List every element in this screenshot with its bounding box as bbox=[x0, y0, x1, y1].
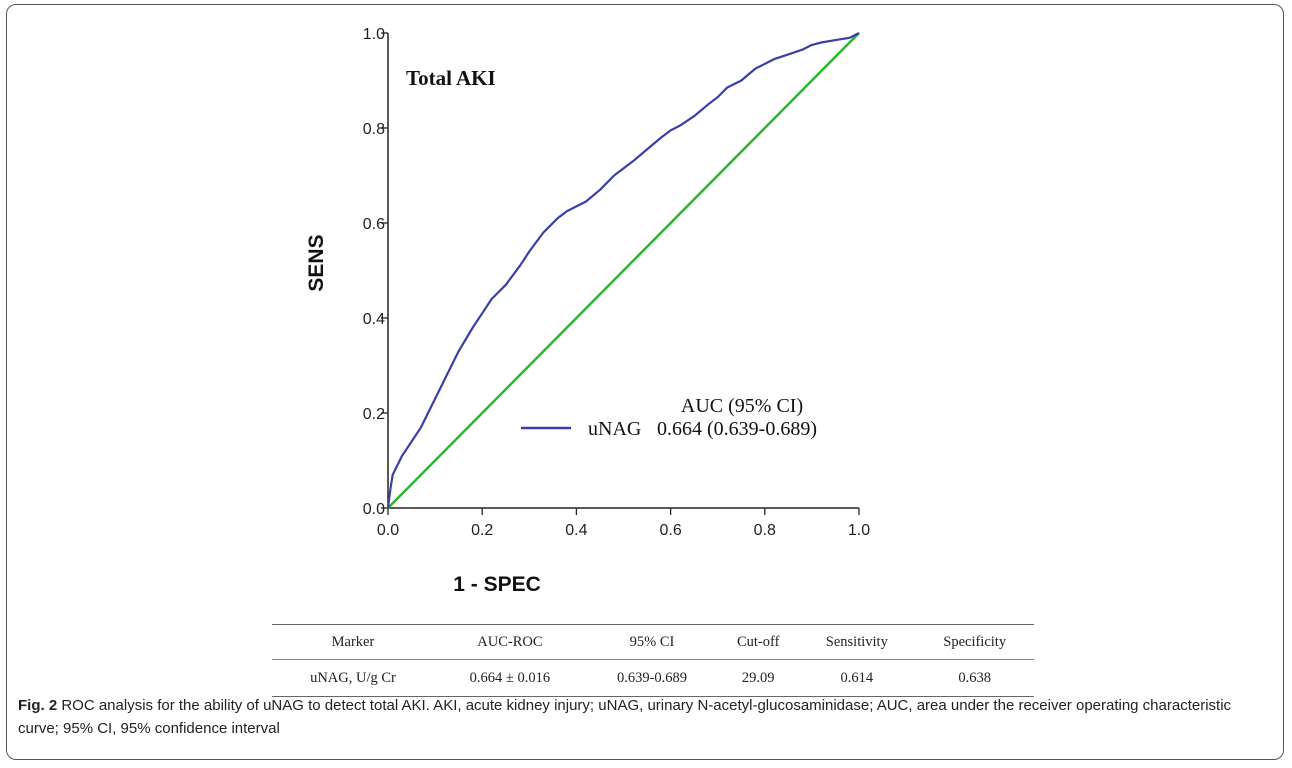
reference-diagonal-line bbox=[387, 32, 860, 509]
legend: AUC (95% CI) uNAG 0.664 (0.639-0.689) bbox=[521, 395, 817, 440]
figure-caption: Fig. 2 ROC analysis for the ability of u… bbox=[18, 694, 1268, 740]
x-tick-label: 0.2 bbox=[471, 522, 493, 539]
cell-auc-roc: 0.664 ± 0.016 bbox=[469, 669, 551, 686]
x-tick-label: 0.8 bbox=[754, 522, 776, 539]
legend-value-unag: 0.664 (0.639-0.689) bbox=[657, 418, 817, 440]
figure-frame bbox=[6, 4, 1284, 760]
x-axis-title: 1 - SPEC bbox=[453, 573, 541, 596]
cell-specificity: 0.638 bbox=[958, 669, 991, 686]
header-auc-roc: AUC-ROC bbox=[477, 633, 543, 650]
header-sensitivity: Sensitivity bbox=[825, 633, 888, 650]
y-tick-label: 0.8 bbox=[363, 121, 385, 138]
y-tick-label: 0.2 bbox=[363, 406, 385, 423]
roc-chart: 0.0 0.2 0.4 0.6 0.8 1.0 0.0 0.2 0.4 0.6 0.8 1.0 Tot… bbox=[305, 26, 870, 596]
roc-stats-table: Marker AUC-ROC 95% CI Cut-off Sensitivit… bbox=[272, 624, 1034, 697]
axis-ticks: 0.0 0.2 0.4 0.6 0.8 1.0 0.0 0.2 0.4 0.6 0.8 1.0 bbox=[363, 26, 870, 539]
caption-label: Fig. 2 bbox=[18, 697, 58, 714]
roc-curve-unag bbox=[386, 32, 860, 509]
y-axis-title: SENS bbox=[305, 234, 328, 291]
x-tick-label: 1.0 bbox=[848, 522, 870, 539]
header-marker: Marker bbox=[331, 633, 375, 650]
cell-cut-off: 29.09 bbox=[741, 669, 775, 686]
y-tick-label: 1.0 bbox=[363, 26, 385, 43]
x-tick-label: 0.6 bbox=[659, 522, 681, 539]
table-header-row: Marker AUC-ROC 95% CI Cut-off Sensitivit… bbox=[272, 624, 1034, 660]
table-row: uNAG, U/g Cr 0.664 ± 0.016 0.639-0.689 2… bbox=[272, 660, 1034, 697]
y-tick-label: 0.0 bbox=[363, 501, 385, 518]
plot-area: 0.0 0.2 0.4 0.6 0.8 1.0 0.0 0.2 0.4 0.6 0.8 1.0 bbox=[363, 26, 870, 539]
header-specificity: Specificity bbox=[943, 633, 1007, 650]
cell-marker: uNAG, U/g Cr bbox=[310, 669, 396, 686]
y-tick-label: 0.4 bbox=[363, 311, 385, 328]
y-tick-label: 0.6 bbox=[363, 216, 385, 233]
header-cut-off: Cut-off bbox=[736, 633, 780, 650]
x-tick-label: 0.4 bbox=[565, 522, 587, 539]
chart-title: Total AKI bbox=[406, 66, 496, 90]
x-tick-label: 0.0 bbox=[377, 522, 399, 539]
cell-95-ci: 0.639-0.689 bbox=[616, 669, 688, 686]
cell-sensitivity: 0.614 bbox=[840, 669, 874, 686]
legend-label-unag: uNAG bbox=[588, 418, 641, 440]
header-95-ci: 95% CI bbox=[629, 633, 675, 650]
legend-header: AUC (95% CI) bbox=[681, 395, 803, 417]
caption-text: ROC analysis for the ability of uNAG to … bbox=[18, 697, 1232, 737]
